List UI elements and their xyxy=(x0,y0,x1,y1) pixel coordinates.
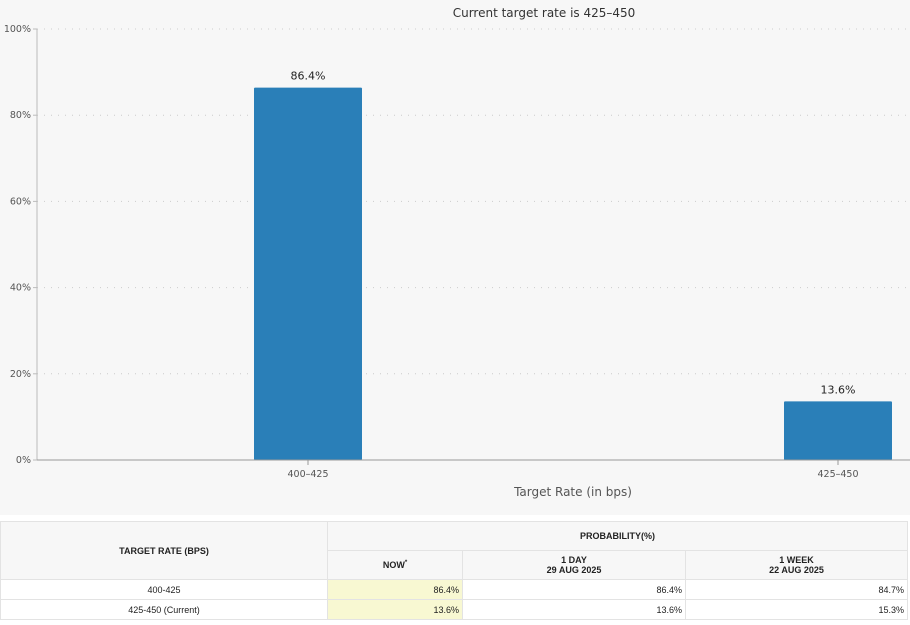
one-day-header: 1 DAY 29 AUG 2025 xyxy=(462,550,686,580)
rate-cell: 425-450 (Current) xyxy=(0,599,328,620)
chart-title: Current target rate is 425–450 xyxy=(453,6,636,20)
y-tick-label: 60% xyxy=(10,196,31,207)
y-tick-label: 80% xyxy=(10,110,31,121)
table-row: 425-450 (Current) 13.6% 13.6% 15.3% xyxy=(0,599,908,620)
y-tick-label: 40% xyxy=(10,283,31,294)
day-cell: 13.6% xyxy=(462,599,686,620)
probability-chart: Current target rate is 425–450 0% 20% 40% 6… xyxy=(3,6,910,499)
y-tick-label: 0% xyxy=(16,455,31,466)
y-tick-label: 100% xyxy=(4,24,31,35)
probability-table: TARGET RATE (BPS) PROBABILITY(%) NOW* 1 … xyxy=(0,521,908,620)
y-tick-label: 20% xyxy=(10,369,31,380)
bar[interactable] xyxy=(784,401,892,460)
bar[interactable] xyxy=(254,87,362,460)
now-cell: 13.6% xyxy=(327,599,463,620)
table-row: 400-425 86.4% 86.4% 84.7% xyxy=(0,579,908,600)
x-tick-label: 425–450 xyxy=(817,469,858,480)
chart-svg: Current target rate is 425–450 0% 20% 40% 6… xyxy=(4,6,910,499)
x-tick-label: 400–425 xyxy=(287,469,328,480)
now-cell: 86.4% xyxy=(327,579,463,600)
target-rate-header: TARGET RATE (BPS) xyxy=(0,521,328,580)
bar-value-label: 86.4% xyxy=(291,70,326,83)
probability-header: PROBABILITY(%) xyxy=(327,521,908,551)
week-cell: 84.7% xyxy=(685,579,908,600)
week-cell: 15.3% xyxy=(685,599,908,620)
rate-cell: 400-425 xyxy=(0,579,328,600)
bar-value-label: 13.6% xyxy=(821,383,856,396)
day-cell: 86.4% xyxy=(462,579,686,600)
x-axis-title: Target Rate (in bps) xyxy=(513,485,632,499)
one-week-header: 1 WEEK 22 AUG 2025 xyxy=(685,550,908,580)
now-header: NOW* xyxy=(327,550,463,580)
